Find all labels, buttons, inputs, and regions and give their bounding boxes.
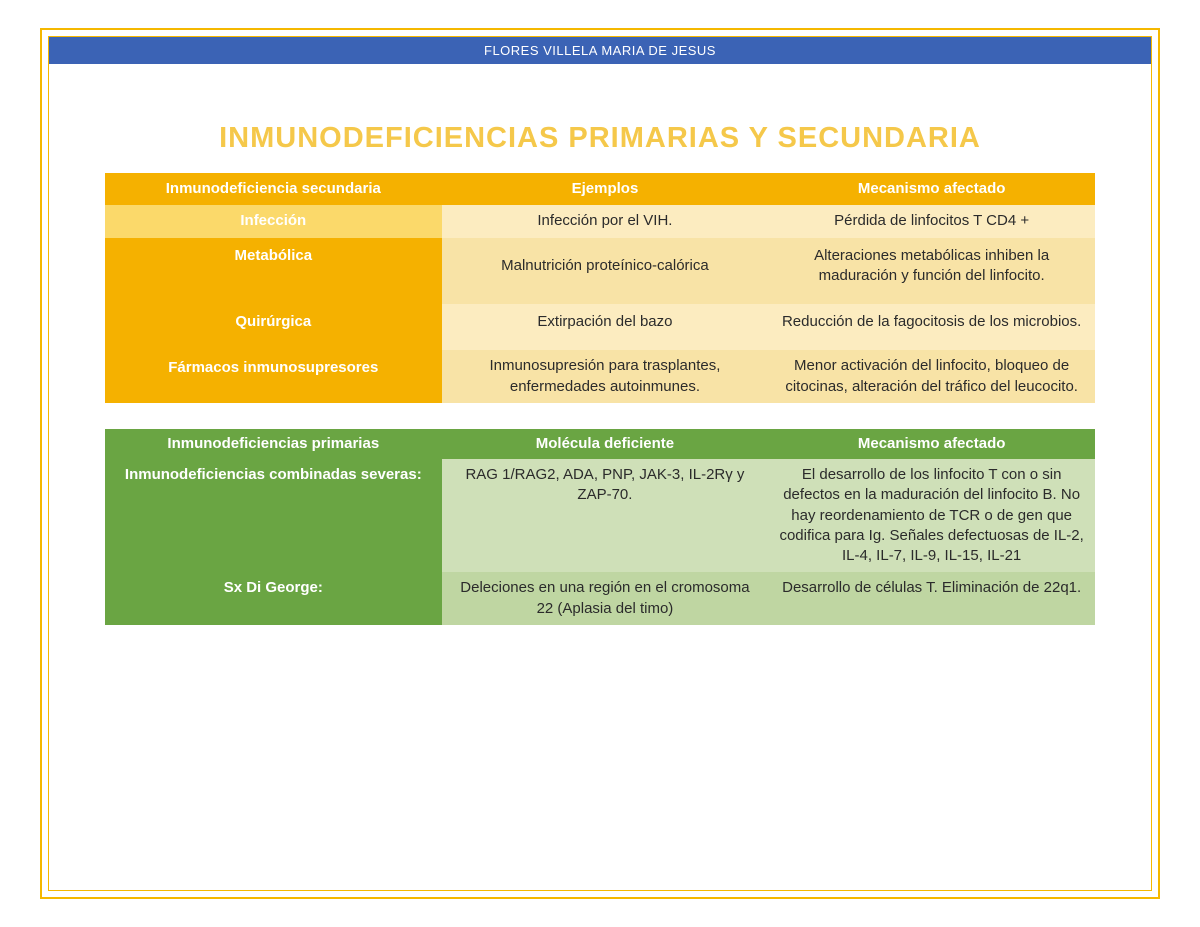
- t2-header-col2: Molécula deficiente: [442, 429, 769, 459]
- tables-container: Inmunodeficiencia secundaria Ejemplos Me…: [49, 173, 1151, 625]
- t2-row0-mecanismo: El desarrollo de los linfocito T con o s…: [768, 459, 1095, 572]
- table-row: Inmunodeficiencias combinadas severas: R…: [105, 459, 1095, 572]
- table-row: Infección Infección por el VIH. Pérdida …: [105, 205, 1095, 237]
- t1-row0-mecanismo: Pérdida de linfocitos T CD4 +: [768, 205, 1095, 237]
- t1-row2-ejemplo: Extirpación del bazo: [442, 304, 769, 350]
- t1-row0-ejemplo: Infección por el VIH.: [442, 205, 769, 237]
- header-bar: FLORES VILLELA MARIA DE JESUS: [49, 37, 1151, 64]
- t1-row0-label: Infección: [105, 205, 442, 237]
- header-author: FLORES VILLELA MARIA DE JESUS: [484, 43, 716, 58]
- t2-header-col1: Inmunodeficiencias primarias: [105, 429, 442, 459]
- table-primarias: Inmunodeficiencias primarias Molécula de…: [105, 429, 1095, 625]
- t1-row1-label: Metabólica: [105, 238, 442, 305]
- inner-frame: FLORES VILLELA MARIA DE JESUS INMUNODEFI…: [48, 36, 1152, 891]
- t2-row1-molecula: Deleciones en una región en el cromosoma…: [442, 572, 769, 625]
- t1-row3-mecanismo: Menor activación del linfocito, bloqueo …: [768, 350, 1095, 403]
- t1-row2-label: Quirúrgica: [105, 304, 442, 350]
- t1-row2-mecanismo: Reducción de la fagocitosis de los micro…: [768, 304, 1095, 350]
- page-title: INMUNODEFICIENCIAS PRIMARIAS Y SECUNDARI…: [49, 122, 1151, 155]
- table-header-row: Inmunodeficiencia secundaria Ejemplos Me…: [105, 173, 1095, 205]
- table-row: Sx Di George: Deleciones en una región e…: [105, 572, 1095, 625]
- t1-row3-ejemplo: Inmunosupresión para trasplantes, enferm…: [442, 350, 769, 403]
- t1-row1-ejemplo: Malnutrición proteínico-calórica: [442, 238, 769, 305]
- table-header-row: Inmunodeficiencias primarias Molécula de…: [105, 429, 1095, 459]
- t2-row1-label: Sx Di George:: [105, 572, 442, 625]
- t1-header-col3: Mecanismo afectado: [768, 173, 1095, 205]
- t2-row0-molecula: RAG 1/RAG2, ADA, PNP, JAK-3, IL-2Rγ y ZA…: [442, 459, 769, 572]
- t1-row1-mecanismo: Alteraciones metabólicas inhiben la madu…: [768, 238, 1095, 305]
- table-row: Metabólica Malnutrición proteínico-calór…: [105, 238, 1095, 305]
- t2-header-col3: Mecanismo afectado: [768, 429, 1095, 459]
- table-secundaria: Inmunodeficiencia secundaria Ejemplos Me…: [105, 173, 1095, 403]
- t2-row1-mecanismo: Desarrollo de células T. Eliminación de …: [768, 572, 1095, 625]
- t2-row0-label: Inmunodeficiencias combinadas severas:: [105, 459, 442, 572]
- table-row: Quirúrgica Extirpación del bazo Reducció…: [105, 304, 1095, 350]
- t1-header-col1: Inmunodeficiencia secundaria: [105, 173, 442, 205]
- t1-header-col2: Ejemplos: [442, 173, 769, 205]
- t1-row3-label: Fármacos inmunosupresores: [105, 350, 442, 403]
- table-row: Fármacos inmunosupresores Inmunosupresió…: [105, 350, 1095, 403]
